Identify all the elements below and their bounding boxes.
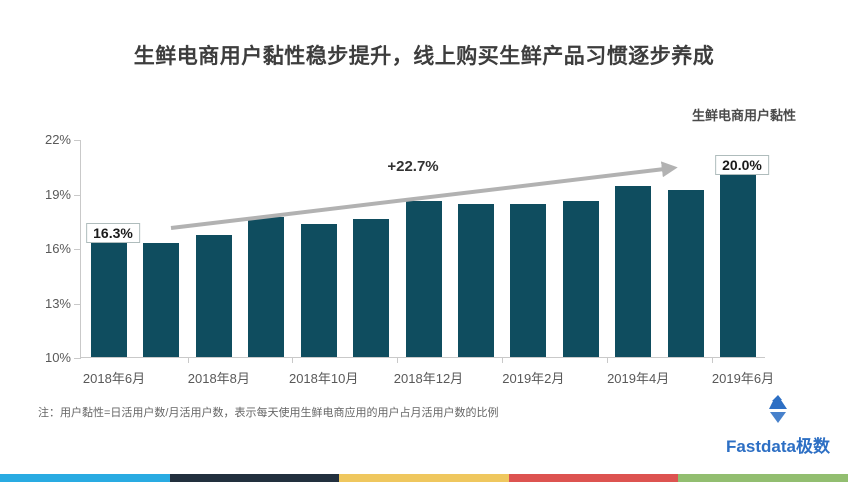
- y-axis-tick-label: 19%: [44, 186, 71, 202]
- x-axis-tick-label: 2018年12月: [393, 371, 464, 386]
- stripe-segment: [0, 474, 170, 482]
- x-axis-tick: [711, 358, 713, 363]
- stripe-segment: [508, 474, 679, 482]
- stripe-segment: [339, 474, 509, 482]
- bar: [143, 242, 180, 357]
- logo-text: Fastdata极数: [726, 437, 830, 456]
- y-axis-tick: [74, 194, 81, 196]
- bar: [510, 204, 547, 357]
- bar: [195, 235, 232, 357]
- page-title: 生鲜电商用户黏性稳步提升，线上购买生鲜产品习惯逐步养成: [133, 45, 715, 68]
- y-axis-tick: [74, 303, 81, 305]
- value-label: 20.0%: [715, 155, 769, 176]
- footer-stripe: [0, 474, 848, 482]
- legend-label: 生鲜电商用户黏性: [691, 108, 796, 123]
- stripe-segment: [678, 474, 848, 482]
- plot-area: 22% 19% 16% 13% 10% 2018年6月 2018年8月 2018年10月 20…: [45, 132, 774, 386]
- stripe-segment: [169, 474, 340, 482]
- growth-label: +22.7%: [387, 158, 439, 175]
- x-axis-tick-label: 2018年8月: [187, 371, 250, 386]
- bar: [615, 186, 652, 357]
- bar: [91, 242, 127, 357]
- x-axis-tick: [502, 358, 504, 363]
- bar: [405, 200, 442, 357]
- y-axis-tick: [74, 358, 81, 359]
- bar: [720, 175, 756, 357]
- y-axis-tick-label: 10%: [44, 350, 71, 365]
- x-axis-tick: [606, 358, 608, 363]
- x-axis-tick: [187, 358, 189, 363]
- x-axis-tick-label: 2019年2月: [502, 371, 565, 386]
- x-axis-tick-label: 2019年4月: [607, 371, 670, 386]
- x-axis-tick-label: 2018年10月: [288, 371, 359, 386]
- x-axis-tick-label: 2018年6月: [82, 371, 146, 386]
- value-label: 16.3%: [86, 222, 140, 243]
- bar: [248, 217, 285, 357]
- x-axis-tick: [397, 358, 399, 363]
- y-axis-tick-label: 13%: [44, 295, 71, 311]
- y-axis-tick: [74, 249, 81, 250]
- iceberg-icon: [769, 395, 787, 423]
- x-axis-tick: [292, 358, 294, 363]
- bar: [457, 204, 494, 357]
- y-axis-tick-label: 16%: [44, 241, 71, 256]
- bar: [667, 189, 704, 357]
- x-axis-tick-label: 2019年6月: [711, 371, 775, 386]
- bar: [300, 224, 337, 357]
- footnote: 注：用户黏性=日活用户数/月活用户数，表示每天使用生鲜电商应用的用户占月活用户数…: [38, 407, 499, 419]
- y-axis-tick: [74, 140, 81, 141]
- y-axis-tick-label: 22%: [44, 132, 71, 147]
- logo: Fastdata极数: [720, 394, 836, 457]
- bar: [353, 218, 390, 357]
- bar: [562, 200, 599, 357]
